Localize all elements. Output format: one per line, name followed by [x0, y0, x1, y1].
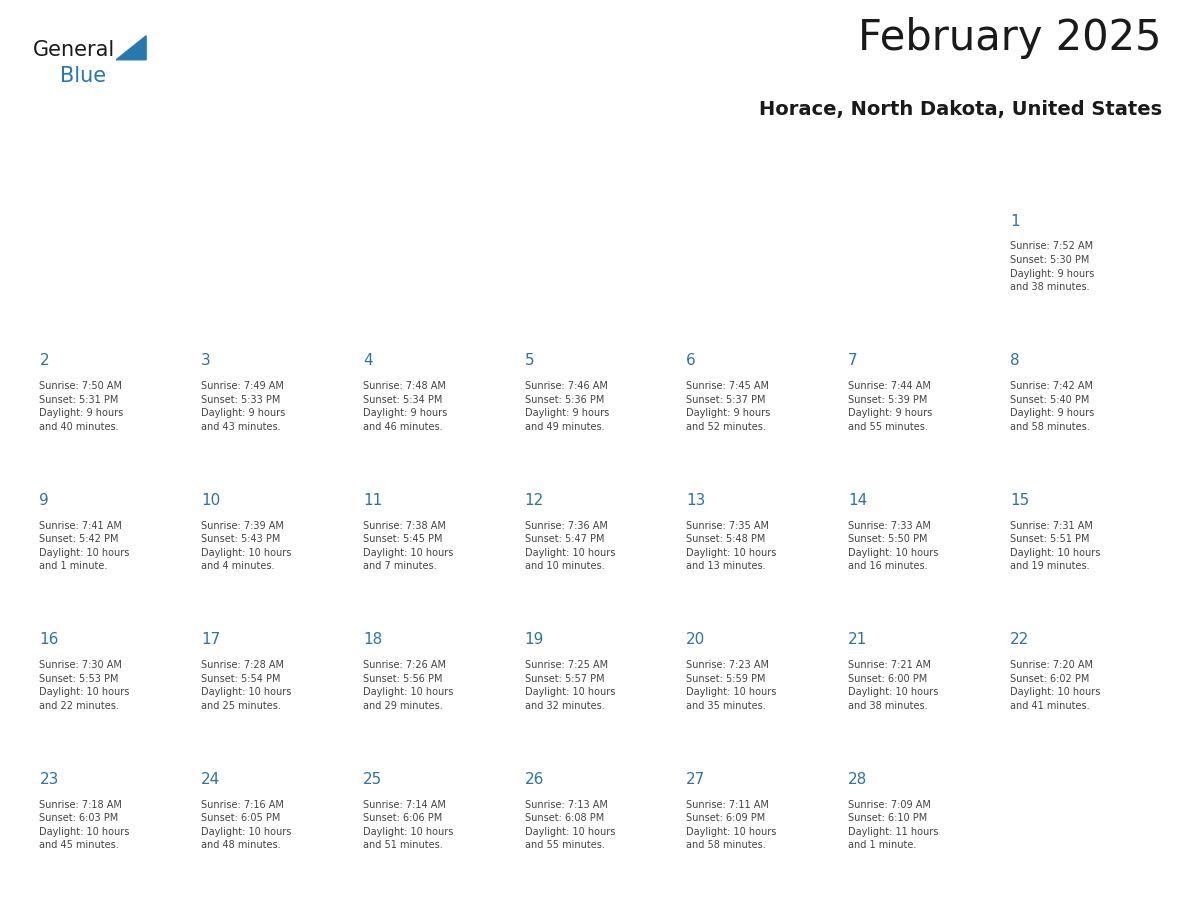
Text: Blue: Blue — [59, 66, 106, 86]
Text: Sunrise: 7:46 AM
Sunset: 5:36 PM
Daylight: 9 hours
and 49 minutes.: Sunrise: 7:46 AM Sunset: 5:36 PM Dayligh… — [525, 381, 609, 431]
Text: 6: 6 — [687, 353, 696, 368]
Text: Sunrise: 7:38 AM
Sunset: 5:45 PM
Daylight: 10 hours
and 7 minutes.: Sunrise: 7:38 AM Sunset: 5:45 PM Dayligh… — [362, 521, 454, 571]
Text: Tuesday: Tuesday — [362, 171, 421, 185]
Text: 19: 19 — [525, 633, 544, 647]
Text: Sunrise: 7:45 AM
Sunset: 5:37 PM
Daylight: 9 hours
and 52 minutes.: Sunrise: 7:45 AM Sunset: 5:37 PM Dayligh… — [687, 381, 771, 431]
Text: Horace, North Dakota, United States: Horace, North Dakota, United States — [759, 99, 1162, 118]
Text: 5: 5 — [525, 353, 535, 368]
Text: Monday: Monday — [201, 171, 255, 185]
Text: 18: 18 — [362, 633, 383, 647]
Text: General: General — [33, 39, 115, 60]
Text: Sunrise: 7:14 AM
Sunset: 6:06 PM
Daylight: 10 hours
and 51 minutes.: Sunrise: 7:14 AM Sunset: 6:06 PM Dayligh… — [362, 800, 454, 850]
Text: Sunrise: 7:25 AM
Sunset: 5:57 PM
Daylight: 10 hours
and 32 minutes.: Sunrise: 7:25 AM Sunset: 5:57 PM Dayligh… — [525, 660, 615, 711]
Text: Thursday: Thursday — [687, 171, 751, 185]
Text: Friday: Friday — [848, 171, 891, 185]
Text: 2: 2 — [39, 353, 49, 368]
Text: Sunrise: 7:16 AM
Sunset: 6:05 PM
Daylight: 10 hours
and 48 minutes.: Sunrise: 7:16 AM Sunset: 6:05 PM Dayligh… — [201, 800, 291, 850]
Text: Sunrise: 7:49 AM
Sunset: 5:33 PM
Daylight: 9 hours
and 43 minutes.: Sunrise: 7:49 AM Sunset: 5:33 PM Dayligh… — [201, 381, 285, 431]
Text: 27: 27 — [687, 772, 706, 787]
Text: Sunrise: 7:13 AM
Sunset: 6:08 PM
Daylight: 10 hours
and 55 minutes.: Sunrise: 7:13 AM Sunset: 6:08 PM Dayligh… — [525, 800, 615, 850]
Text: 17: 17 — [201, 633, 221, 647]
Text: 13: 13 — [687, 493, 706, 508]
Text: Sunrise: 7:11 AM
Sunset: 6:09 PM
Daylight: 10 hours
and 58 minutes.: Sunrise: 7:11 AM Sunset: 6:09 PM Dayligh… — [687, 800, 777, 850]
Text: 23: 23 — [39, 772, 58, 787]
Text: 24: 24 — [201, 772, 221, 787]
Text: 21: 21 — [848, 633, 867, 647]
Text: Sunday: Sunday — [39, 171, 91, 185]
Text: 12: 12 — [525, 493, 544, 508]
Text: Saturday: Saturday — [1010, 171, 1073, 185]
Text: 22: 22 — [1010, 633, 1029, 647]
Text: 3: 3 — [201, 353, 211, 368]
Text: Sunrise: 7:20 AM
Sunset: 6:02 PM
Daylight: 10 hours
and 41 minutes.: Sunrise: 7:20 AM Sunset: 6:02 PM Dayligh… — [1010, 660, 1100, 711]
Text: Sunrise: 7:42 AM
Sunset: 5:40 PM
Daylight: 9 hours
and 58 minutes.: Sunrise: 7:42 AM Sunset: 5:40 PM Dayligh… — [1010, 381, 1094, 431]
Text: 8: 8 — [1010, 353, 1019, 368]
Text: Wednesday: Wednesday — [525, 171, 606, 185]
Text: Sunrise: 7:41 AM
Sunset: 5:42 PM
Daylight: 10 hours
and 1 minute.: Sunrise: 7:41 AM Sunset: 5:42 PM Dayligh… — [39, 521, 129, 571]
Text: Sunrise: 7:52 AM
Sunset: 5:30 PM
Daylight: 9 hours
and 38 minutes.: Sunrise: 7:52 AM Sunset: 5:30 PM Dayligh… — [1010, 241, 1094, 292]
Text: Sunrise: 7:33 AM
Sunset: 5:50 PM
Daylight: 10 hours
and 16 minutes.: Sunrise: 7:33 AM Sunset: 5:50 PM Dayligh… — [848, 521, 939, 571]
Text: Sunrise: 7:18 AM
Sunset: 6:03 PM
Daylight: 10 hours
and 45 minutes.: Sunrise: 7:18 AM Sunset: 6:03 PM Dayligh… — [39, 800, 129, 850]
Text: 26: 26 — [525, 772, 544, 787]
Text: February 2025: February 2025 — [859, 17, 1162, 60]
Text: 9: 9 — [39, 493, 49, 508]
Text: 4: 4 — [362, 353, 373, 368]
Text: 10: 10 — [201, 493, 221, 508]
Text: Sunrise: 7:39 AM
Sunset: 5:43 PM
Daylight: 10 hours
and 4 minutes.: Sunrise: 7:39 AM Sunset: 5:43 PM Dayligh… — [201, 521, 291, 571]
Text: Sunrise: 7:35 AM
Sunset: 5:48 PM
Daylight: 10 hours
and 13 minutes.: Sunrise: 7:35 AM Sunset: 5:48 PM Dayligh… — [687, 521, 777, 571]
Text: Sunrise: 7:44 AM
Sunset: 5:39 PM
Daylight: 9 hours
and 55 minutes.: Sunrise: 7:44 AM Sunset: 5:39 PM Dayligh… — [848, 381, 933, 431]
Text: Sunrise: 7:30 AM
Sunset: 5:53 PM
Daylight: 10 hours
and 22 minutes.: Sunrise: 7:30 AM Sunset: 5:53 PM Dayligh… — [39, 660, 129, 711]
Text: Sunrise: 7:31 AM
Sunset: 5:51 PM
Daylight: 10 hours
and 19 minutes.: Sunrise: 7:31 AM Sunset: 5:51 PM Dayligh… — [1010, 521, 1100, 571]
Text: Sunrise: 7:09 AM
Sunset: 6:10 PM
Daylight: 11 hours
and 1 minute.: Sunrise: 7:09 AM Sunset: 6:10 PM Dayligh… — [848, 800, 939, 850]
Text: Sunrise: 7:26 AM
Sunset: 5:56 PM
Daylight: 10 hours
and 29 minutes.: Sunrise: 7:26 AM Sunset: 5:56 PM Dayligh… — [362, 660, 454, 711]
Text: 7: 7 — [848, 353, 858, 368]
Text: 25: 25 — [362, 772, 383, 787]
Polygon shape — [116, 36, 146, 60]
Text: 15: 15 — [1010, 493, 1029, 508]
Text: 16: 16 — [39, 633, 58, 647]
Text: Sunrise: 7:21 AM
Sunset: 6:00 PM
Daylight: 10 hours
and 38 minutes.: Sunrise: 7:21 AM Sunset: 6:00 PM Dayligh… — [848, 660, 939, 711]
Text: Sunrise: 7:50 AM
Sunset: 5:31 PM
Daylight: 9 hours
and 40 minutes.: Sunrise: 7:50 AM Sunset: 5:31 PM Dayligh… — [39, 381, 124, 431]
Text: 14: 14 — [848, 493, 867, 508]
Text: 28: 28 — [848, 772, 867, 787]
Text: Sunrise: 7:48 AM
Sunset: 5:34 PM
Daylight: 9 hours
and 46 minutes.: Sunrise: 7:48 AM Sunset: 5:34 PM Dayligh… — [362, 381, 447, 431]
Text: 20: 20 — [687, 633, 706, 647]
Text: 11: 11 — [362, 493, 383, 508]
Text: Sunrise: 7:23 AM
Sunset: 5:59 PM
Daylight: 10 hours
and 35 minutes.: Sunrise: 7:23 AM Sunset: 5:59 PM Dayligh… — [687, 660, 777, 711]
Text: 1: 1 — [1010, 214, 1019, 229]
Text: Sunrise: 7:36 AM
Sunset: 5:47 PM
Daylight: 10 hours
and 10 minutes.: Sunrise: 7:36 AM Sunset: 5:47 PM Dayligh… — [525, 521, 615, 571]
Text: Sunrise: 7:28 AM
Sunset: 5:54 PM
Daylight: 10 hours
and 25 minutes.: Sunrise: 7:28 AM Sunset: 5:54 PM Dayligh… — [201, 660, 291, 711]
